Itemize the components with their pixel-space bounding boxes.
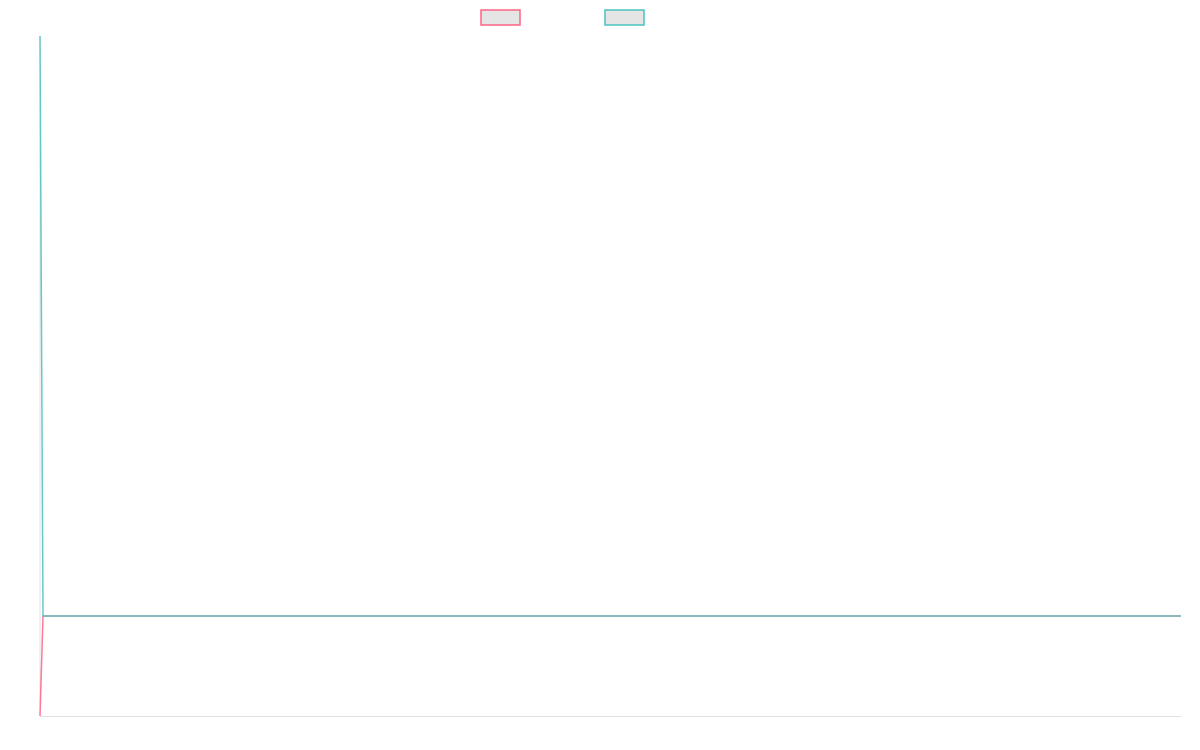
legend-swatch-1 — [604, 9, 645, 26]
legend-swatch-0 — [480, 9, 521, 26]
series-line-1 — [39, 35, 1181, 617]
series-line-0 — [39, 615, 1181, 717]
